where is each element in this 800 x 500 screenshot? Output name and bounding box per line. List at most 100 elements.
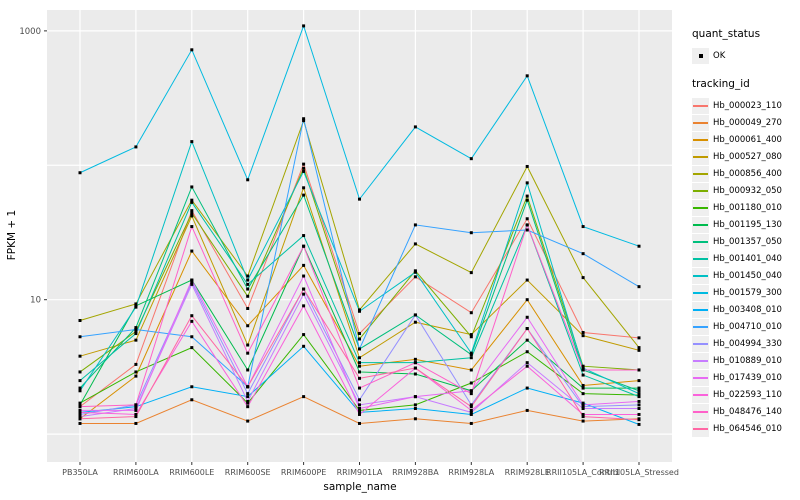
data-point-Hb_017439_010 <box>134 408 138 412</box>
data-point-Hb_048476_140 <box>302 244 306 248</box>
data-point-Hb_000061_400 <box>637 379 641 383</box>
legend-label: Hb_022593_110 <box>713 389 782 400</box>
data-point-Hb_000023_110 <box>413 275 417 279</box>
x-tick-label-RRIM600LE: RRIM600LE <box>169 468 214 477</box>
data-point-Hb_000932_050 <box>469 335 473 339</box>
data-point-Hb_000061_400 <box>358 364 361 368</box>
legend-label: Hb_000049_270 <box>713 117 782 128</box>
data-point-Hb_001450_040 <box>78 389 82 393</box>
data-point-Hb_000527_080 <box>78 354 82 358</box>
data-point-Hb_004710_010 <box>302 117 306 121</box>
legend-label: Hb_004994_330 <box>713 338 782 349</box>
data-point-Hb_001180_010 <box>413 403 417 407</box>
legend-label: Hb_001450_040 <box>713 270 782 281</box>
y-axis-title: FPKM + 1 <box>6 209 18 261</box>
data-point-Hb_022593_110 <box>246 405 250 409</box>
data-point-Hb_010889_010 <box>302 292 306 296</box>
data-point-Hb_001401_040 <box>246 282 250 286</box>
data-point-Hb_001180_010 <box>134 370 138 374</box>
data-point-Hb_001401_040 <box>78 379 82 383</box>
data-point-Hb_000049_270 <box>469 421 473 425</box>
legend-key-icon <box>692 386 709 403</box>
legend-label: Hb_000856_400 <box>713 168 782 179</box>
data-point-Hb_001180_010 <box>190 346 194 350</box>
data-point-Hb_004994_330 <box>637 403 641 407</box>
legend-line-swatch <box>693 274 708 277</box>
data-point-Hb_000527_080 <box>637 348 641 352</box>
data-point-Hb_001401_040 <box>358 361 361 365</box>
data-point-Hb_000856_400 <box>246 274 250 278</box>
data-point-Hb_017439_010 <box>190 278 194 282</box>
legend-key-icon <box>692 420 709 437</box>
data-point-Hb_000856_400 <box>637 346 641 350</box>
data-point-Hb_003408_010 <box>302 344 306 348</box>
data-point-Hb_001579_300 <box>525 74 529 78</box>
data-point-Hb_000932_050 <box>525 194 529 198</box>
data-point-Hb_000049_270 <box>358 421 361 425</box>
data-point-Hb_000932_050 <box>246 294 250 298</box>
data-point-Hb_000527_080 <box>134 338 138 342</box>
data-point-Hb_001401_040 <box>190 200 194 204</box>
legend-line-swatch <box>693 410 708 413</box>
data-point-Hb_001579_300 <box>581 225 585 229</box>
data-point-Hb_001195_130 <box>246 368 250 372</box>
data-point-Hb_001357_050 <box>525 198 529 202</box>
x-tick-label-PB350LA: PB350LA <box>62 468 98 477</box>
data-point-Hb_001401_040 <box>637 395 641 399</box>
data-point-Hb_000932_050 <box>358 337 361 341</box>
data-point-Hb_000061_400 <box>469 368 473 372</box>
data-point-Hb_004994_330 <box>581 405 585 409</box>
data-point-Hb_000527_080 <box>581 334 585 338</box>
data-point-Hb_004710_010 <box>469 231 473 235</box>
data-point-Hb_010889_010 <box>134 407 138 411</box>
data-point-Hb_064546_010 <box>190 314 194 318</box>
data-point-Hb_000856_400 <box>190 198 194 202</box>
data-point-Hb_001401_040 <box>469 356 473 360</box>
legend-key-icon <box>692 369 709 386</box>
legend-key-icon <box>692 216 709 233</box>
data-point-Hb_001401_040 <box>134 332 138 336</box>
data-point-Hb_010889_010 <box>358 403 361 407</box>
legend-label: Hb_001180_010 <box>713 202 782 213</box>
data-point-Hb_000932_050 <box>78 370 82 374</box>
legend-key-icon <box>692 97 709 114</box>
data-point-Hb_001450_040 <box>469 351 473 355</box>
data-point-Hb_048476_140 <box>525 223 529 227</box>
data-point-Hb_048476_140 <box>469 392 473 396</box>
legend-label: Hb_000023_110 <box>713 100 782 111</box>
legend-key-icon <box>692 403 709 420</box>
data-point-Hb_004710_010 <box>78 335 82 339</box>
data-point-Hb_000527_080 <box>413 320 417 324</box>
data-point-Hb_004710_010 <box>637 285 641 289</box>
data-point-Hb_000932_050 <box>302 166 306 170</box>
legend-line-swatch <box>693 359 708 362</box>
data-point-Hb_001401_040 <box>302 234 306 238</box>
data-point-Hb_001195_130 <box>525 338 529 342</box>
legend-label: Hb_048476_140 <box>713 406 782 417</box>
data-point-Hb_004994_330 <box>469 403 473 407</box>
data-point-Hb_022593_110 <box>358 412 361 416</box>
data-point-Hb_064546_010 <box>302 287 306 291</box>
data-point-Hb_064546_010 <box>413 366 417 370</box>
legend-label: Hb_000932_050 <box>713 185 782 196</box>
data-point-Hb_000061_400 <box>134 374 138 378</box>
data-point-Hb_000856_400 <box>413 242 417 246</box>
data-point-Hb_017439_010 <box>581 403 585 407</box>
data-point-Hb_000023_110 <box>190 209 194 213</box>
data-point-Hb_004994_330 <box>78 412 82 416</box>
legend-line-swatch <box>693 240 708 243</box>
legend-label: Hb_003408_010 <box>713 304 782 315</box>
x-tick-label-RRIM928LE: RRIM928LE <box>505 468 550 477</box>
x-tick-label-RRIM600SE: RRIM600SE <box>225 468 271 477</box>
data-point-Hb_064546_010 <box>469 405 473 409</box>
data-point-Hb_022593_110 <box>302 304 306 308</box>
data-point-Hb_001450_040 <box>246 278 250 282</box>
legend-label: Hb_001401_040 <box>713 253 782 264</box>
data-point-Hb_001401_040 <box>581 373 585 377</box>
legend-label: Hb_001357_050 <box>713 236 782 247</box>
data-point-Hb_000856_400 <box>134 302 138 306</box>
data-point-Hb_000023_110 <box>525 217 529 221</box>
x-axis-title: sample_name <box>323 481 397 493</box>
data-point-Hb_004710_010 <box>190 335 194 339</box>
data-point-Hb_000023_110 <box>134 362 138 366</box>
